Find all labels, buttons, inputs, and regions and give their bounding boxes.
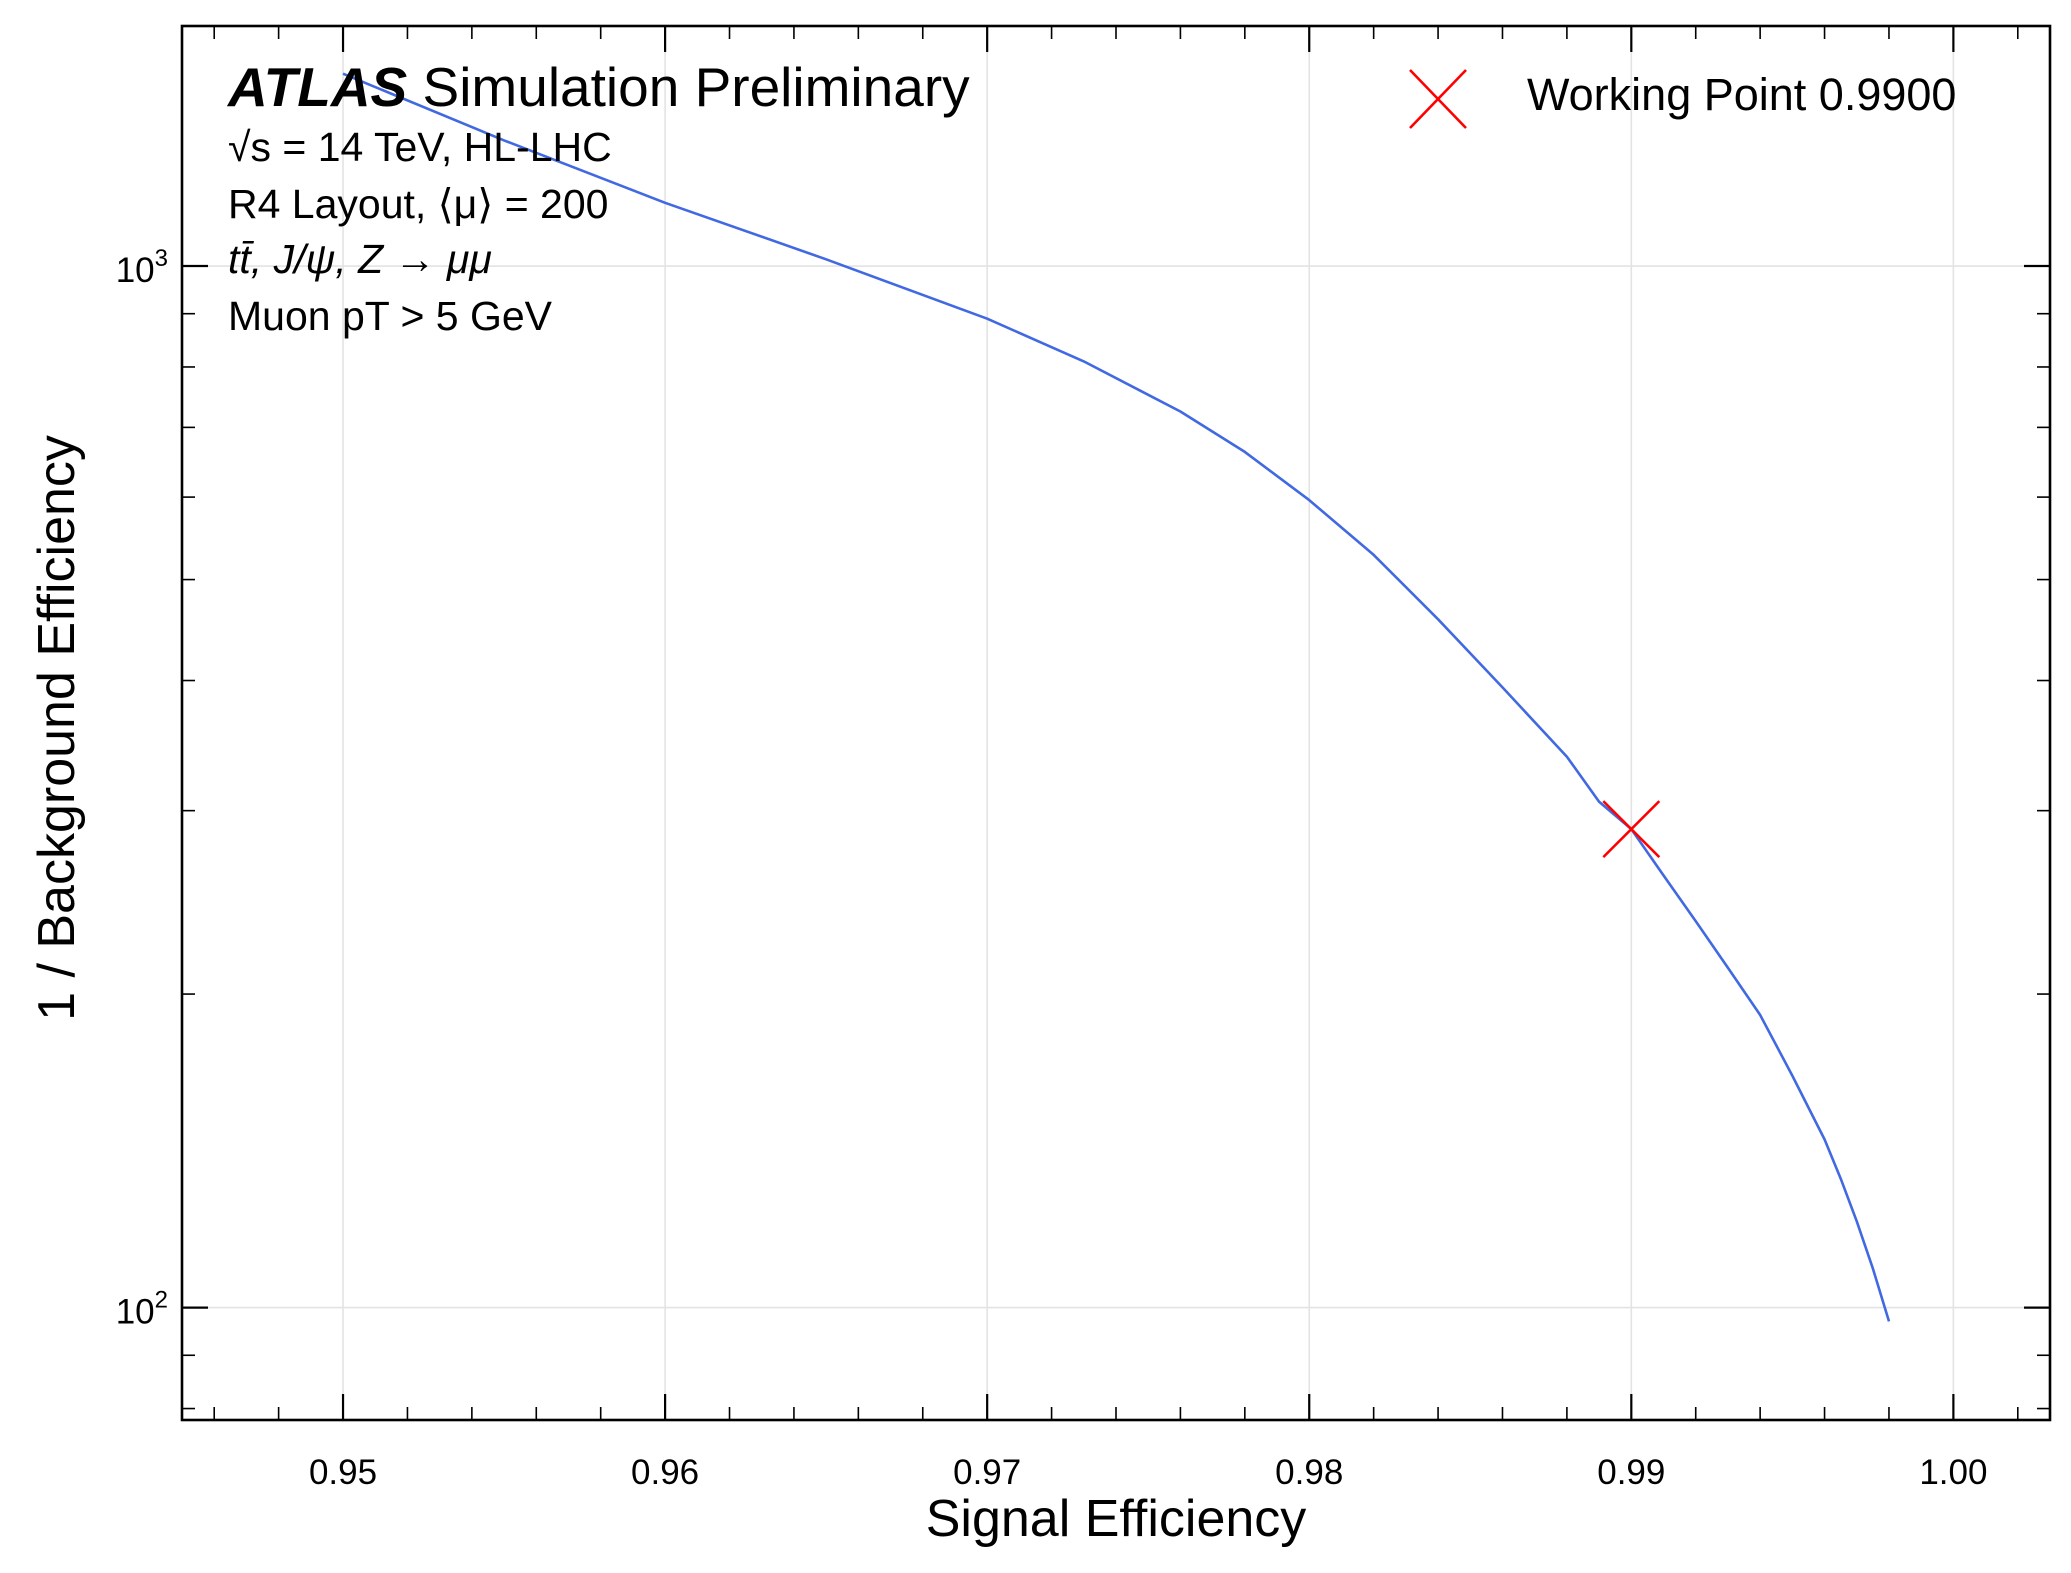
- grid-lines: [182, 26, 2050, 1420]
- y-axis-title: 1 / Background Efficiency: [28, 435, 86, 1021]
- atlas-title: ATLAS Simulation Preliminary: [226, 56, 970, 118]
- roc-curve-line: [342, 72, 1891, 1322]
- roc-curve-layer: [342, 72, 1891, 1322]
- y-tick-label: 102: [116, 1287, 168, 1332]
- legend-label-working-point: Working Point 0.9900: [1527, 69, 1956, 120]
- y-tick-label-base: 10: [116, 1293, 155, 1332]
- x-tick-label: 0.97: [953, 1453, 1021, 1492]
- x-tick-label: 1.00: [1919, 1453, 1987, 1492]
- x-axis-title: Signal Efficiency: [926, 1490, 1307, 1548]
- y-tick-label-exponent: 3: [155, 245, 168, 272]
- working-point-marker-stroke: [1602, 800, 1661, 859]
- legend: Working Point 0.9900: [1409, 69, 1956, 129]
- x-tick-label: 0.98: [1275, 1453, 1343, 1492]
- x-tick-label: 0.95: [309, 1453, 377, 1492]
- atlas-label-block: ATLAS Simulation Preliminary √s = 14 TeV…: [226, 56, 970, 339]
- working-point-marker: [1602, 800, 1661, 859]
- x-tick-label: 0.99: [1597, 1453, 1665, 1492]
- y-tick-label: 103: [116, 245, 168, 290]
- y-tick-label-base: 10: [116, 251, 155, 290]
- axis-ticks: [182, 26, 2050, 1420]
- annotation-energy: √s = 14 TeV, HL-LHC: [228, 124, 612, 170]
- annotation-samples: tt̄, J/ψ, Z → μμ: [228, 236, 492, 282]
- legend-marker-x-icon: [1409, 69, 1467, 129]
- atlas-experiment-label: ATLAS: [226, 56, 408, 118]
- atlas-simulation-label: Simulation Preliminary: [407, 56, 970, 118]
- annotation-muon-cut: Muon pT > 5 GeV: [228, 293, 553, 339]
- y-tick-label-exponent: 2: [155, 1287, 168, 1314]
- x-tick-label: 0.96: [631, 1453, 699, 1492]
- working-point-layer: [1602, 800, 1661, 859]
- annotation-layout: R4 Layout, ⟨μ⟩ = 200: [228, 181, 608, 227]
